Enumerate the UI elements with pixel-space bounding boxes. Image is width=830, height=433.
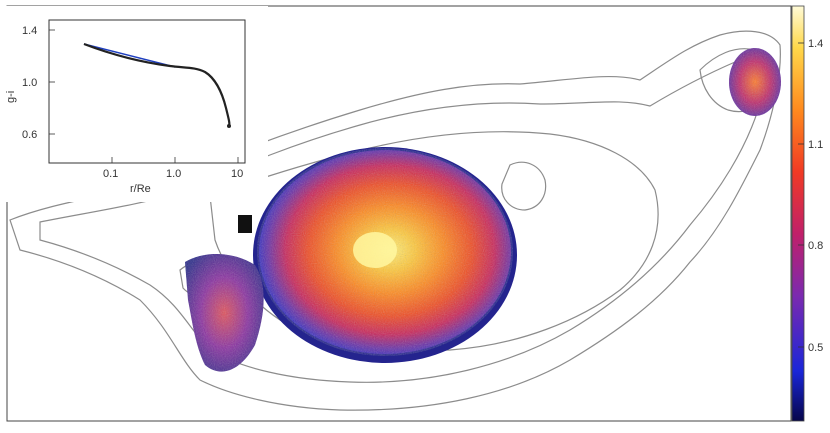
inset-profile-curve <box>83 42 231 127</box>
inset-ytick: 0.6 <box>22 129 37 141</box>
colorbar: 1.4 1.1 0.8 0.5 <box>791 5 823 422</box>
inset-xtick: 10 <box>231 168 243 180</box>
main-galaxy <box>253 147 517 363</box>
left-companion <box>185 215 264 372</box>
inset-ylabel: g-i <box>5 91 17 103</box>
upper-right-companion <box>729 48 781 116</box>
contour-4 <box>501 161 547 211</box>
inset-frame <box>48 19 246 164</box>
colorbar-tick-label: 1.1 <box>808 139 823 151</box>
inset-ytick: 1.0 <box>22 77 37 89</box>
inset-xtick: 0.1 <box>103 168 118 180</box>
colorbar-bar <box>791 5 805 422</box>
colorbar-tick-label: 1.4 <box>808 38 823 50</box>
inset-color-profile: 1.4 1.0 0.6 0.1 1.0 10 r/Re g-i <box>5 6 268 202</box>
contour-outer <box>9 30 781 411</box>
colorbar-tick-label: 0.8 <box>808 240 823 252</box>
inset-xtick: 1.0 <box>166 168 181 180</box>
colorbar-tick-label: 0.5 <box>808 342 823 354</box>
inset-fit-line <box>83 43 176 68</box>
inset-ytick: 1.4 <box>22 25 37 37</box>
galaxy-core <box>353 232 397 268</box>
inset-xlabel: r/Re <box>130 183 151 195</box>
